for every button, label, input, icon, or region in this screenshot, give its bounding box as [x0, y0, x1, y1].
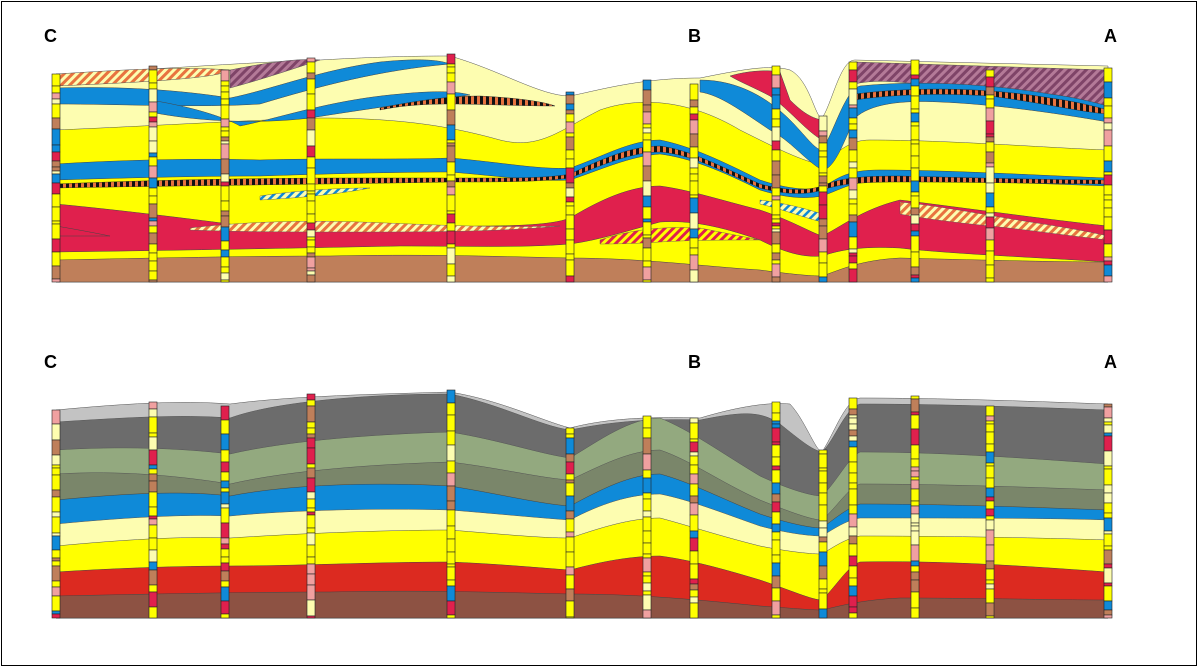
top-well-log-11 [848, 61, 858, 283]
top-layer-brown-base [55, 254, 1109, 283]
bottom-well-log-1 [51, 409, 61, 619]
bottom-well-log-3 [220, 405, 230, 619]
bottom-well-logs [51, 389, 1113, 619]
top-label-b: B [688, 26, 701, 46]
top-layer-red-left-tongue [55, 225, 111, 237]
bottom-well-log-13 [985, 405, 995, 619]
top-well-log-3 [220, 69, 230, 283]
bottom-well-log-12 [910, 395, 920, 619]
bottom-label-a: A [1104, 352, 1117, 372]
top-layer-blue-upper-2 [149, 91, 471, 127]
top-well-log-1 [51, 73, 61, 283]
top-well-log-4 [306, 57, 316, 283]
bottom-well-log-6 [565, 427, 575, 619]
top-label-a: A [1104, 26, 1117, 46]
top-well-log-2 [148, 65, 158, 283]
bottom-well-log-8 [689, 417, 699, 619]
bottom-well-log-11 [848, 397, 858, 619]
bottom-section: C B A [44, 352, 1117, 619]
top-well-log-7 [642, 79, 652, 283]
top-layer-red-lower [55, 185, 1109, 263]
top-well-log-10 [818, 115, 828, 283]
top-well-log-9 [771, 65, 781, 283]
top-well-log-5 [446, 53, 456, 283]
top-well-log-8 [689, 83, 699, 283]
top-well-log-6 [565, 91, 575, 283]
bottom-well-log-4 [306, 393, 316, 619]
top-well-log-13 [985, 69, 995, 283]
top-section: C B A [44, 26, 1117, 283]
top-well-logs [51, 53, 1113, 283]
bottom-well-log-5 [446, 389, 456, 619]
bottom-label-b: B [688, 352, 701, 372]
top-well-log-14 [1103, 67, 1113, 283]
bottom-well-log-14 [1103, 403, 1113, 619]
top-hatch-mauve-left [229, 59, 321, 89]
bottom-well-log-10 [818, 449, 828, 619]
bottom-label-c: C [44, 352, 57, 372]
bottom-well-log-7 [642, 415, 652, 619]
bottom-well-log-2 [148, 401, 158, 619]
top-hatch-red-wedge [599, 227, 761, 245]
top-well-log-12 [910, 59, 920, 283]
top-label-c: C [44, 26, 57, 46]
bottom-well-log-9 [771, 401, 781, 619]
